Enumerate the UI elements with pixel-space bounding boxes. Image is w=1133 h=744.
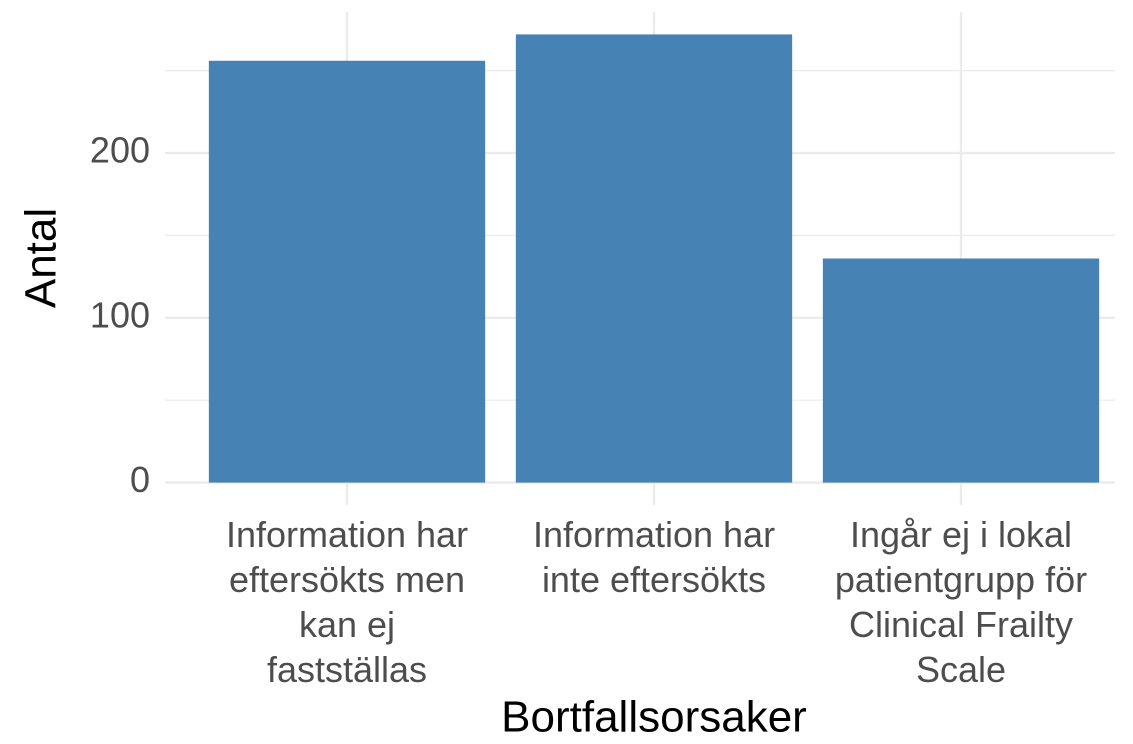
x-tick-label: Information har inte eftersökts — [533, 514, 775, 600]
y-tick-label: 200 — [90, 130, 150, 171]
x-axis-title: Bortfallsorsaker — [501, 693, 807, 742]
x-tick-label: Ingår ej i lokal patientgrupp för Clinical… — [835, 514, 1087, 690]
bar — [208, 60, 486, 483]
bar — [515, 34, 793, 483]
bar — [822, 258, 1100, 483]
y-tick-label: 0 — [130, 459, 150, 500]
x-tick-label: Information har eftersökts men kan ej fasts… — [226, 514, 468, 690]
y-axis-title: Antal — [17, 208, 66, 308]
y-tick-label: 100 — [90, 294, 150, 335]
